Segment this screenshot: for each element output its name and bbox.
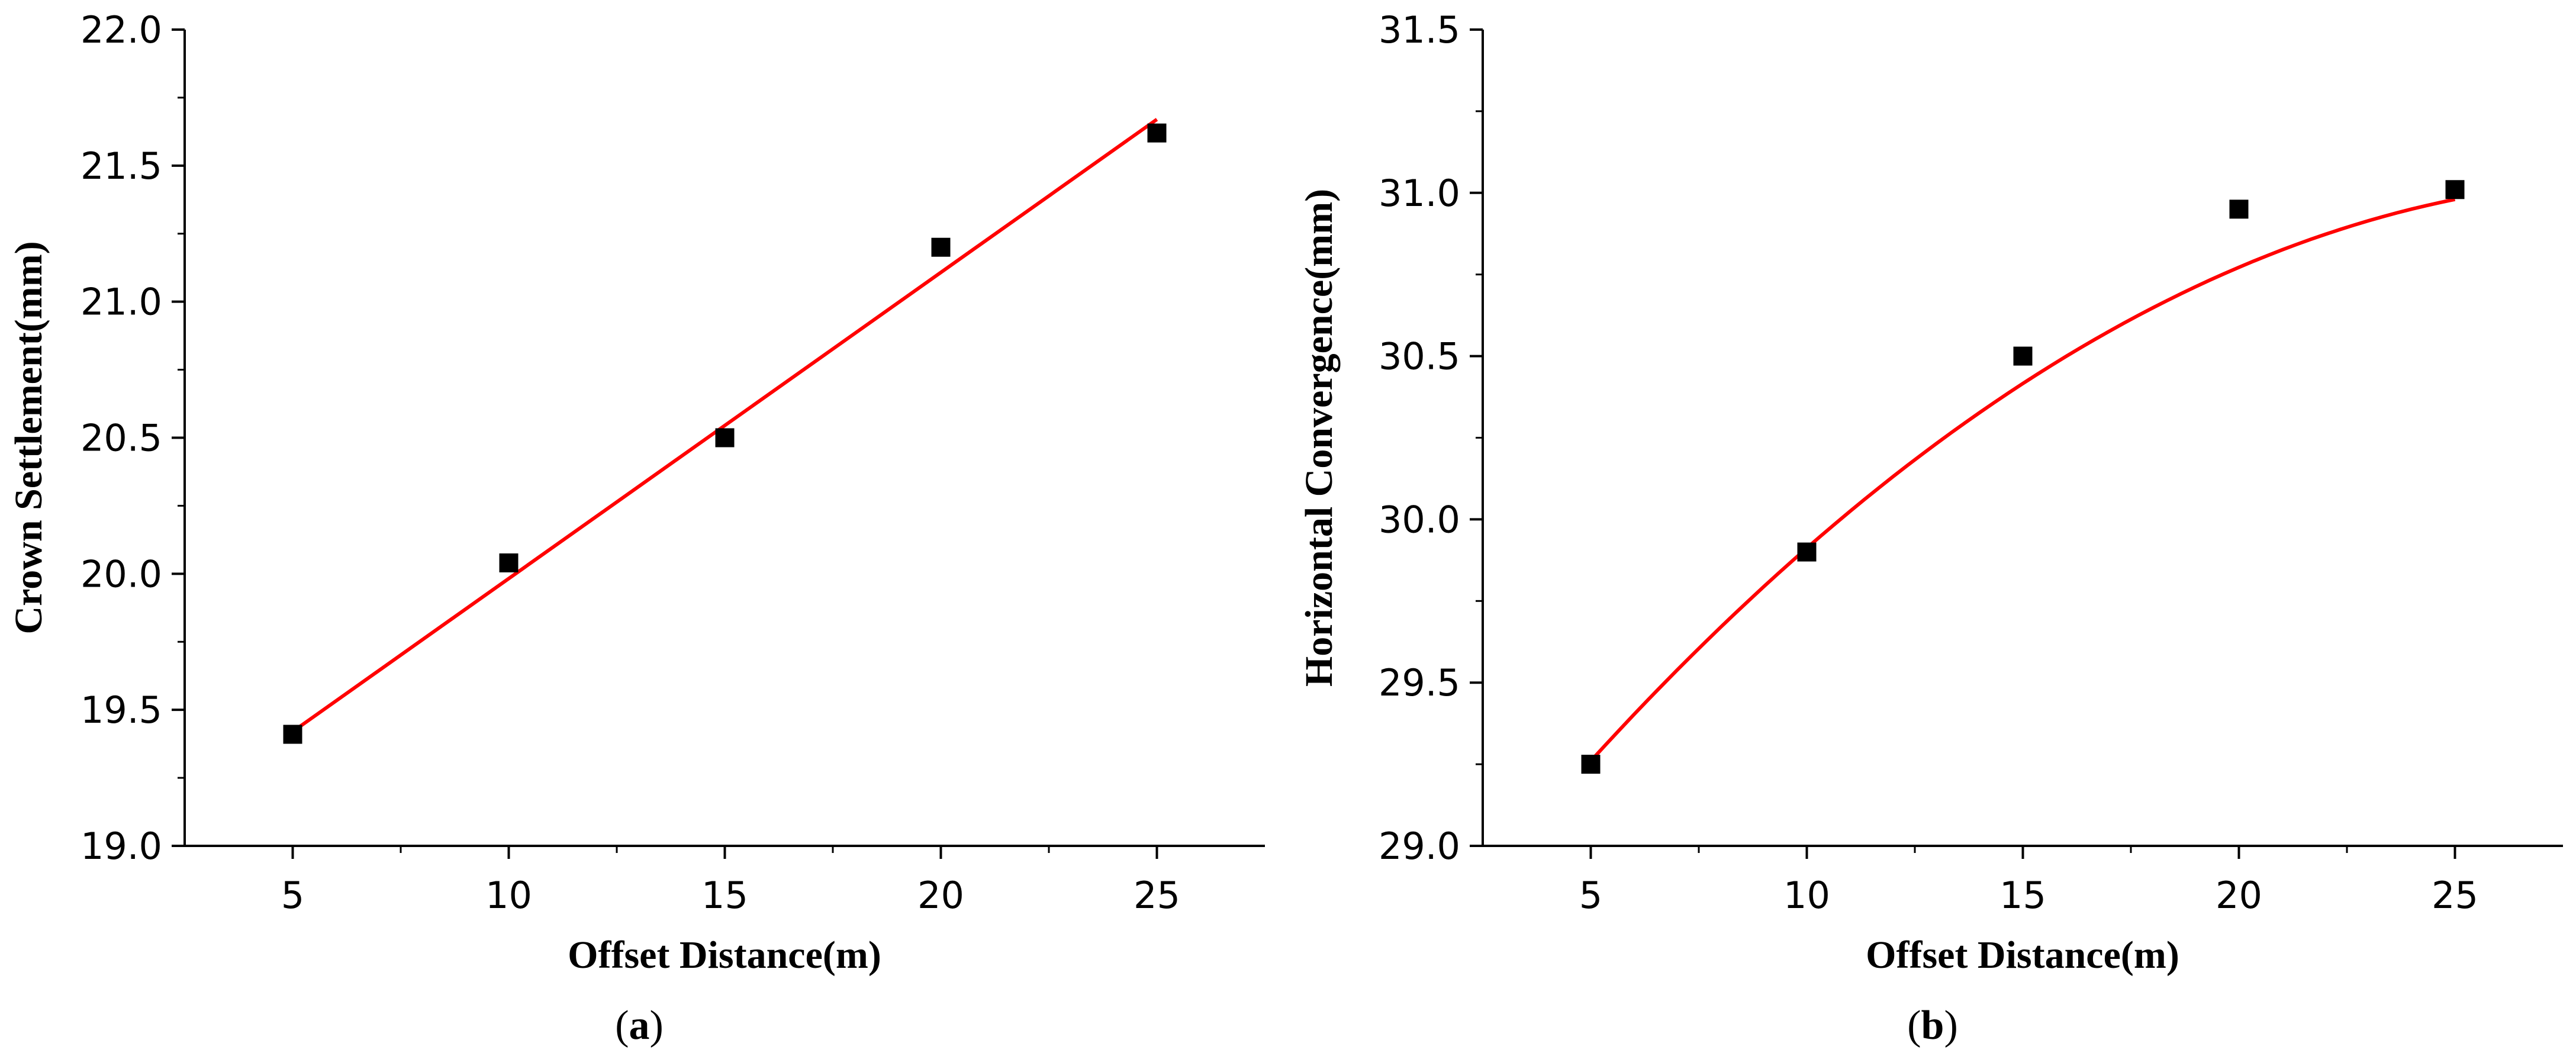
y-axis-title: Crown Settlement(mm) <box>7 241 50 634</box>
y-tick-label: 30.5 <box>1379 335 1460 378</box>
data-point <box>1147 123 1167 143</box>
data-point <box>2013 346 2033 366</box>
panel-label-letter: a <box>629 1003 650 1048</box>
panel-label-letter: b <box>1921 1003 1944 1048</box>
panel-label: (b) <box>1907 1003 1958 1048</box>
panel-b: 5 10 15 20 25 29.0 29.5 30.0 30.5 31.0 31.5 Offset … <box>1297 8 2563 1048</box>
y-tick-label: 20.0 <box>80 552 162 595</box>
y-tick-label: 20.5 <box>80 417 162 460</box>
y-tick-label: 21.0 <box>80 281 162 324</box>
y-tick-label: 29.0 <box>1379 825 1460 868</box>
y-tick-label: 21.5 <box>80 144 162 188</box>
x-tick-label: 15 <box>701 874 748 917</box>
panel-label: (a) <box>615 1003 664 1048</box>
x-tick-label: 20 <box>917 874 964 917</box>
fit-line <box>291 118 1158 733</box>
data-point <box>1797 542 1817 562</box>
x-tick-label: 10 <box>485 874 532 917</box>
x-tick-label: 25 <box>1134 874 1180 917</box>
x-axis-title: Offset Distance(m) <box>568 933 881 977</box>
x-tick-label: 15 <box>1999 874 2046 917</box>
y-tick-label: 22.0 <box>80 8 162 51</box>
y-tick-label: 19.5 <box>80 688 162 732</box>
fit-line <box>1589 197 2456 762</box>
y-tick-label: 31.0 <box>1379 172 1460 215</box>
x-tick-label: 5 <box>1579 874 1602 917</box>
data-point <box>715 428 735 447</box>
x-tick-label: 20 <box>2216 874 2262 917</box>
y-tick-label: 29.5 <box>1379 661 1460 704</box>
y-tick-label: 19.0 <box>80 825 162 868</box>
panel-a: 5 10 15 20 25 19.0 19.5 20.0 20.5 21.0 21.5 22.0 Off… <box>7 8 1265 1048</box>
x-tick-label: 25 <box>2432 874 2478 917</box>
y-tick-label: 30.0 <box>1379 498 1460 541</box>
data-point <box>1581 755 1601 774</box>
data-point <box>283 725 302 744</box>
data-point <box>2229 199 2249 219</box>
x-tick-label: 5 <box>281 874 304 917</box>
data-point <box>2445 180 2465 199</box>
data-point <box>499 553 519 572</box>
x-tick-label: 10 <box>1783 874 1830 917</box>
data-point <box>931 237 951 257</box>
y-tick-label: 31.5 <box>1379 8 1460 51</box>
y-axis-title: Horizontal Convergence(mm) <box>1297 189 1341 687</box>
x-axis-title: Offset Distance(m) <box>1866 933 2179 977</box>
